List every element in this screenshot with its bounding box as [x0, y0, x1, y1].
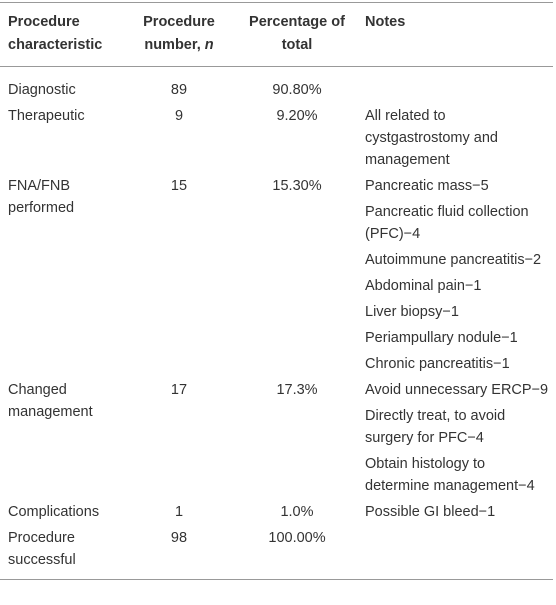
- characteristic-cell: Complications: [8, 504, 100, 520]
- note: Chronic pancreatitis−1: [365, 356, 510, 372]
- percentage-cell: 90.80%: [272, 82, 322, 98]
- notes-cell: [361, 525, 553, 580]
- notes-cell: [361, 67, 553, 104]
- characteristic-cell: Procedure successful: [8, 530, 76, 568]
- percentage-cell: 1.0%: [280, 504, 314, 520]
- header-cell: Notes: [365, 14, 406, 30]
- notes-cell: Possible GI bleed−1: [361, 499, 553, 525]
- header-text: Procedure number,: [143, 14, 215, 53]
- percentage-cell: 15.30%: [272, 178, 322, 194]
- note: Autoimmune pancreatitis−2: [365, 252, 542, 268]
- note: All related to cystgastrostomy and manag…: [365, 108, 498, 168]
- table-row: Complications 1 1.0% Possible GI bleed−1: [0, 499, 553, 525]
- number-cell: 1: [174, 504, 184, 520]
- table-row: Procedure successful 98 100.00%: [0, 525, 553, 580]
- note: Pancreatic mass−5: [365, 178, 489, 194]
- table-row: Therapeutic 9 9.20% All related to cystgast…: [0, 103, 553, 173]
- header-cell: Percentage of total: [249, 14, 345, 53]
- header-cell: Procedure number, n: [125, 3, 233, 67]
- table-row: Changed management 17 17.3% Avoid unnecessa…: [0, 377, 553, 499]
- percentage-cell: 100.00%: [268, 530, 326, 546]
- notes-cell: Pancreatic mass−5 Pancreatic fluid collec…: [361, 173, 553, 377]
- note: Avoid unnecessary ERCP−9: [365, 382, 549, 398]
- number-cell: 89: [170, 82, 188, 98]
- table-head: Procedure characteristic Procedure numbe…: [0, 2, 553, 67]
- characteristic-cell: Therapeutic: [8, 108, 85, 124]
- percentage-cell: 9.20%: [276, 108, 318, 124]
- note: Abdominal pain−1: [365, 278, 482, 294]
- number-cell: 15: [170, 178, 188, 194]
- characteristic-cell: Diagnostic: [8, 82, 76, 98]
- header-row: Procedure characteristic Procedure numbe…: [0, 2, 553, 67]
- characteristic-cell: Changed management: [8, 382, 93, 420]
- header-cell: Procedure characteristic: [8, 14, 103, 53]
- note: Liver biopsy−1: [365, 304, 459, 320]
- note: Pancreatic fluid collection (PFC)−4: [365, 204, 529, 242]
- note: Obtain histology to determine management…: [365, 456, 535, 494]
- number-cell: 17: [170, 382, 188, 398]
- notes-cell: Avoid unnecessary ERCP−9 Directly treat, …: [361, 377, 553, 499]
- number-cell: 9: [174, 108, 184, 124]
- data-table: Procedure characteristic Procedure numbe…: [0, 2, 553, 580]
- table-row: FNA/FNB performed 15 15.30% Pancreatic mass…: [0, 173, 553, 377]
- notes-cell: All related to cystgastrostomy and manag…: [361, 103, 553, 173]
- number-cell: 98: [170, 530, 188, 546]
- table-body: Diagnostic 89 90.80% Therapeutic 9 9.20% All r…: [0, 67, 553, 580]
- note: Possible GI bleed−1: [365, 504, 496, 520]
- header-emphasis: n: [204, 37, 214, 53]
- note: Directly treat, to avoid surgery for PFC…: [365, 408, 506, 446]
- percentage-cell: 17.3%: [276, 382, 318, 398]
- table-row: Diagnostic 89 90.80%: [0, 67, 553, 104]
- characteristic-cell: FNA/FNB performed: [8, 178, 75, 216]
- note: Periampullary nodule−1: [365, 330, 518, 346]
